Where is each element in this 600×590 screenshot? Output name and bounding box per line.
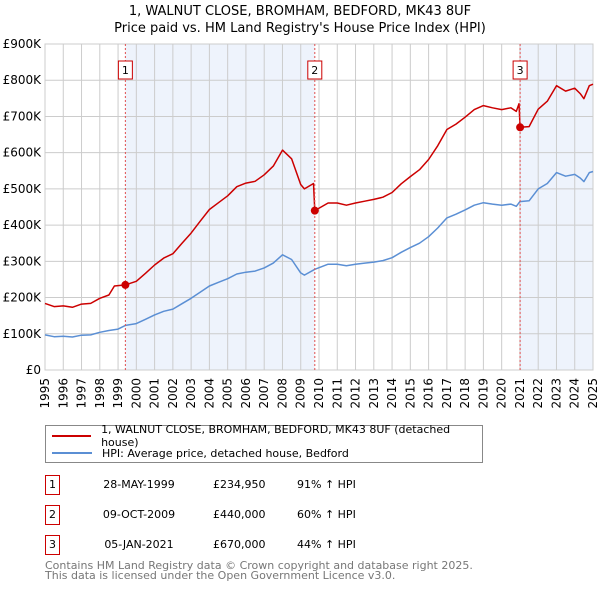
y-tick-label: £600K <box>3 146 43 160</box>
x-tick-label: 2000 <box>129 378 143 409</box>
price-chart: £0 £100K £200K £300K £400K £500K £600K £700K £80… <box>3 37 600 409</box>
y-tick-label: £300K <box>3 254 43 268</box>
x-tick-label: 2023 <box>549 378 563 409</box>
y-tick-label: £900K <box>3 37 43 51</box>
x-tick-label: 1998 <box>93 378 107 409</box>
sale-hpi-diff: 60% ↑ HPI <box>297 508 356 521</box>
y-tick-label: £0 <box>26 363 41 377</box>
x-tick-label: 2017 <box>440 378 454 409</box>
x-tick-label: 1995 <box>38 378 52 409</box>
sale-hpi-diff: 91% ↑ HPI <box>297 478 356 491</box>
sale-date: 28-MAY-1999 <box>103 478 175 491</box>
x-tick-label: 2012 <box>349 378 363 409</box>
x-tick-label: 2022 <box>531 378 545 409</box>
sale-point <box>121 280 130 289</box>
y-tick-label: £800K <box>3 73 43 87</box>
sale-marker-label: 3 <box>517 64 524 77</box>
legend-item-hpi: HPI: Average price, detached house, Bedf… <box>52 445 349 461</box>
footer-copyright: Contains HM Land Registry data © Crown c… <box>45 559 473 572</box>
x-tick-label: 2018 <box>458 378 472 409</box>
legend-label-hpi: HPI: Average price, detached house, Bedf… <box>102 446 349 460</box>
sale-row: 3 05-JAN-2021 £670,000 44% ↑ HPI <box>45 535 485 555</box>
plot-border <box>44 43 594 371</box>
sale-marker-label: 2 <box>311 64 318 77</box>
x-tick-label: 2009 <box>294 378 308 409</box>
y-tick-label: £200K <box>3 291 43 305</box>
series-line-hpi <box>44 170 594 338</box>
x-tick-label: 1997 <box>75 378 89 409</box>
sale-marker-box <box>307 60 323 80</box>
x-tick-label: 2010 <box>312 378 326 409</box>
x-tick-label: 2002 <box>166 378 180 409</box>
x-tick-label: 2021 <box>513 378 527 409</box>
shaded-period <box>125 44 315 370</box>
legend-swatch-property <box>52 435 92 437</box>
sale-date: 09-OCT-2009 <box>102 508 176 521</box>
x-tick-label: 2024 <box>568 378 582 409</box>
x-tick-label: 2014 <box>385 378 399 409</box>
x-tick-label: 2011 <box>330 378 344 409</box>
x-tick-label: 2020 <box>495 378 509 409</box>
y-tick-label: £500K <box>3 182 43 196</box>
x-tick-label: 1996 <box>56 378 70 409</box>
x-tick-label: 2005 <box>221 378 235 409</box>
legend-swatch-hpi <box>52 452 92 454</box>
y-tick-label: £700K <box>3 109 43 123</box>
sale-point <box>310 206 319 215</box>
footer-licence: This data is licensed under the Open Gov… <box>45 569 396 582</box>
sale-row: 2 09-OCT-2009 £440,000 60% ↑ HPI <box>45 505 485 525</box>
sale-price: £234,950 <box>213 478 266 491</box>
sale-row: 1 28-MAY-1999 £234,950 91% ↑ HPI <box>45 475 485 495</box>
sale-price: £670,000 <box>213 538 266 551</box>
sale-number: 3 <box>45 535 60 555</box>
legend-label-property: 1, WALNUT CLOSE, BROMHAM, BEDFORD, MK43 … <box>101 423 451 449</box>
x-tick-label: 2003 <box>184 378 198 409</box>
chart-subtitle: Price paid vs. HM Land Registry's House … <box>114 21 486 36</box>
sale-price: £440,000 <box>213 508 266 521</box>
sale-number: 2 <box>45 505 60 525</box>
sale-date: 05-JAN-2021 <box>104 538 174 551</box>
sale-marker-box <box>512 60 528 80</box>
x-tick-label: 1999 <box>111 378 125 409</box>
x-tick-label: 2025 <box>586 378 600 409</box>
sale-hpi-diff: 44% ↑ HPI <box>297 538 356 551</box>
chart-title: 1, WALNUT CLOSE, BROMHAM, BEDFORD, MK43 … <box>128 4 472 19</box>
y-tick-label: £400K <box>3 218 43 232</box>
chart-legend: 1, WALNUT CLOSE, BROMHAM, BEDFORD, MK43 … <box>45 423 483 463</box>
x-tick-label: 2006 <box>239 378 253 409</box>
x-tick-label: 2007 <box>257 378 271 409</box>
x-tick-label: 2019 <box>476 378 490 409</box>
x-tick-label: 2016 <box>422 378 436 409</box>
x-tick-label: 2013 <box>367 378 381 409</box>
x-tick-label: 2008 <box>275 378 289 409</box>
x-tick-label: 2004 <box>202 378 216 409</box>
series-line-property <box>44 83 594 309</box>
x-tick-label: 2015 <box>403 378 417 409</box>
sale-number: 1 <box>45 475 60 495</box>
sale-marker-box <box>117 60 133 80</box>
y-tick-label: £100K <box>3 327 43 341</box>
footer: Contains HM Land Registry data © Crown c… <box>45 559 473 582</box>
sale-marker-label: 1 <box>122 64 129 77</box>
sale-point <box>516 123 525 132</box>
legend-item-property: 1, WALNUT CLOSE, BROMHAM, BEDFORD, MK43 … <box>52 423 482 449</box>
x-tick-label: 2001 <box>148 378 162 409</box>
